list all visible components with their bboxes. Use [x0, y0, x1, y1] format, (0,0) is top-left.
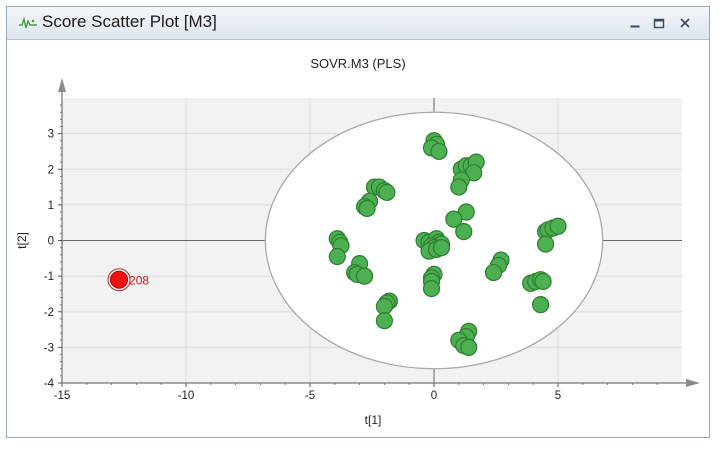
plot-area: SOVR.M3 (PLS) -15 -10 -5 0 5 -4 -3 -2 -1 0 1 2 3 208…	[7, 40, 709, 437]
score-point	[532, 296, 550, 314]
score-point	[484, 263, 503, 282]
score-point	[445, 210, 463, 228]
score-point	[358, 199, 376, 218]
x-tick-label: 5	[555, 390, 561, 402]
close-button[interactable]	[676, 15, 694, 31]
score-point	[328, 247, 346, 266]
outlier-label: 208	[129, 274, 149, 288]
score-point	[450, 178, 468, 196]
score-points	[328, 132, 567, 356]
chart-title: SOVR.M3 (PLS)	[310, 56, 405, 71]
score-point	[455, 222, 473, 241]
score-point	[375, 297, 393, 316]
score-point	[549, 217, 567, 235]
x-tick-label: 0	[431, 390, 437, 402]
x-axis-arrow	[686, 379, 700, 387]
y-tick-label: 0	[48, 236, 54, 248]
score-point	[430, 142, 448, 161]
y-tick-label: -1	[44, 271, 54, 283]
score-point	[460, 338, 478, 356]
scatter-plot-icon	[19, 16, 37, 29]
score-point	[432, 239, 451, 257]
x-tick-label: -5	[305, 390, 315, 402]
minimize-icon	[630, 25, 640, 28]
minimize-button[interactable]	[626, 15, 644, 31]
restore-button[interactable]	[650, 15, 668, 31]
score-point	[534, 272, 552, 291]
x-axis-label: t[1]	[365, 413, 382, 427]
y-tick-label: 3	[48, 129, 54, 141]
x-tick-label: -10	[178, 390, 195, 402]
close-icon	[680, 18, 690, 28]
window-title: Score Scatter Plot [M3]	[42, 12, 217, 31]
outlier-point	[110, 270, 129, 289]
outlier-points: 208	[107, 268, 149, 292]
score-point	[375, 312, 393, 330]
y-tick-label: -4	[44, 378, 55, 390]
y-axis-arrow	[58, 78, 66, 92]
y-axis-label: t[2]	[15, 232, 29, 249]
score-scatter-plot-window: Score Scatter Plot [M3] SOVR.M3 (PLS)	[6, 6, 710, 438]
title-bar[interactable]: Score Scatter Plot [M3]	[7, 7, 709, 40]
x-tick-label: -15	[54, 390, 71, 402]
outlier-ring	[107, 268, 131, 292]
y-tick-label: 2	[48, 164, 54, 176]
score-point	[536, 235, 555, 253]
y-tick-label: -2	[44, 307, 54, 319]
y-tick-label: -3	[44, 342, 54, 354]
score-point	[355, 267, 374, 285]
axes	[58, 78, 700, 387]
score-point	[378, 183, 396, 202]
y-tick-label: 1	[48, 200, 54, 212]
score-point	[422, 279, 441, 298]
restore-icon	[653, 18, 665, 29]
